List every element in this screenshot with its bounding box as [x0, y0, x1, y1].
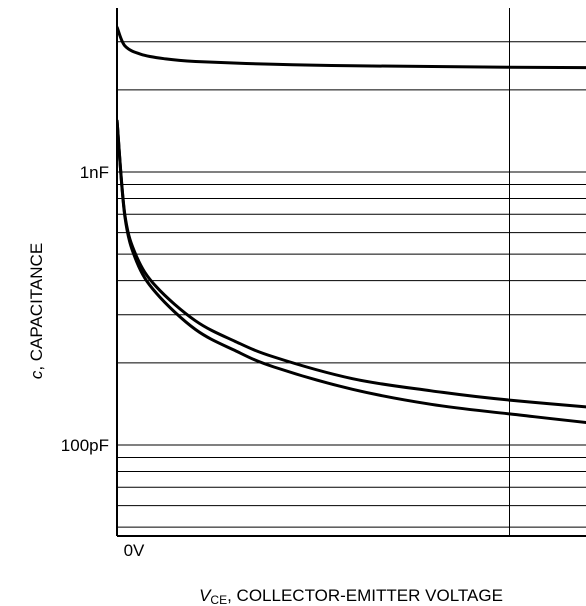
y-axis-text: , CAPACITANCE	[27, 243, 46, 371]
plot-border	[116, 8, 586, 537]
x-tick-label: 0V	[124, 541, 145, 560]
y-tick-label: 100pF	[61, 436, 109, 455]
series-curves	[117, 26, 586, 425]
x-axis-label: VCE, COLLECTOR-EMITTER VOLTAGE	[199, 586, 503, 606]
y-tick-label: 1nF	[80, 163, 109, 182]
y-tick-labels: 1nF 100pF	[61, 163, 109, 455]
x-axis-text: , COLLECTOR-EMITTER VOLTAGE	[227, 586, 503, 605]
x-tick-labels: 0V10V20V	[124, 541, 145, 560]
x-axis-subscript: CE	[210, 593, 227, 606]
series-line-coss	[117, 119, 586, 409]
series-line-crss	[117, 119, 586, 425]
series-line-ciss	[117, 26, 586, 70]
grid	[116, 8, 586, 536]
y-axis-label: c, CAPACITANCE	[27, 243, 46, 379]
x-axis-symbol: V	[199, 586, 212, 605]
y-axis-symbol: c	[27, 370, 46, 379]
